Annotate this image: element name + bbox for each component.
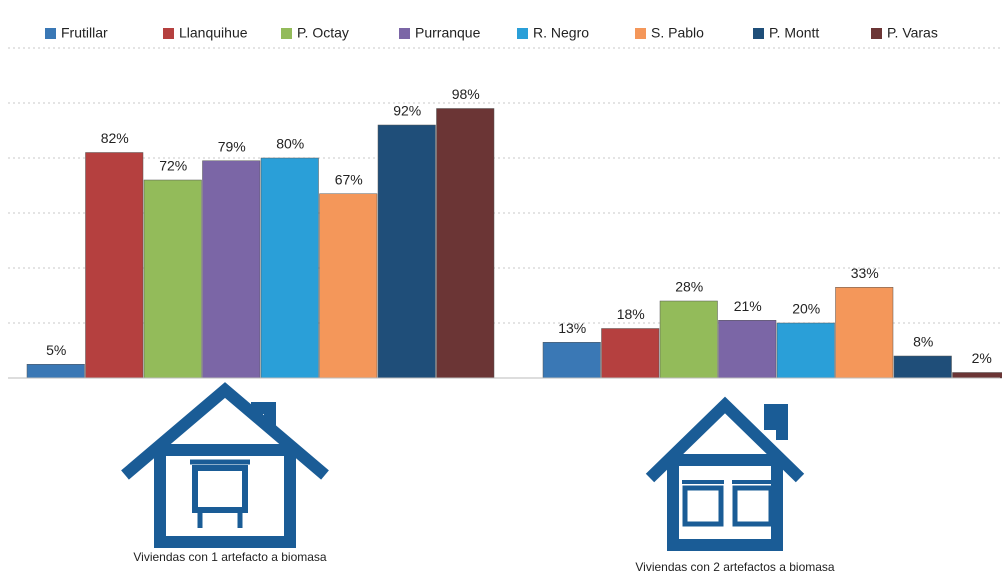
value-label: 5% [46,342,66,358]
value-label: 82% [101,130,129,146]
legend-swatch [281,28,292,39]
category-label: Viviendas con 2 artefactos a biomasa [635,560,835,574]
bar [718,320,777,379]
value-label: 98% [452,86,480,102]
value-label: 2% [972,350,992,366]
bar [202,160,261,379]
bar [26,364,85,379]
bar [436,108,495,379]
value-label: 72% [159,158,187,174]
house-icon-1 [121,382,329,548]
bar [542,342,601,379]
value-label: 18% [617,306,645,322]
legend-label: Frutillar [61,25,108,41]
value-label: 79% [218,138,246,154]
value-label: 8% [913,334,933,350]
legend-label: P. Montt [769,25,819,41]
value-label: 28% [675,279,703,295]
legend-label: Purranque [415,25,481,41]
legend-label: P. Varas [887,25,938,41]
legend-label: S. Pablo [651,25,704,41]
value-label: 20% [792,301,820,317]
bar [601,328,660,379]
value-label: 13% [558,320,586,336]
value-label: 67% [335,171,363,187]
house-icon-2 [645,396,805,551]
bar [893,355,952,379]
value-label: 33% [851,265,879,281]
bar [835,287,894,379]
bar [85,152,144,379]
legend-swatch [163,28,174,39]
value-label: 21% [734,298,762,314]
legend-swatch [517,28,528,39]
value-label: 80% [276,136,304,152]
bar [319,193,378,379]
value-label: 92% [393,103,421,119]
legend-swatch [45,28,56,39]
legend-swatch [871,28,882,39]
legend-swatch [753,28,764,39]
bar [143,179,202,379]
legend-label: R. Negro [533,25,589,41]
bar [260,157,319,379]
bar [776,322,835,379]
legend-label: P. Octay [297,25,349,41]
bar [952,372,1002,379]
legend-swatch [635,28,646,39]
bar [659,300,718,379]
legend-label: Llanquihue [179,25,248,41]
legend-swatch [399,28,410,39]
category-label: Viviendas con 1 artefacto a biomasa [133,550,327,564]
bar [377,124,436,379]
